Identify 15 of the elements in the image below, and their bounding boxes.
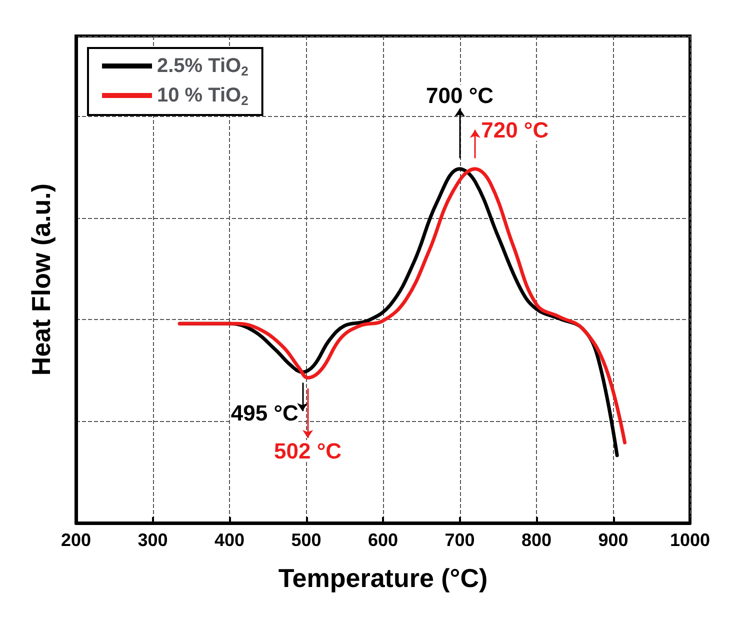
y-axis-title: Heat Flow (a.u.) — [26, 183, 56, 376]
annotation: 720 °C — [481, 117, 549, 142]
x-tick-label: 500 — [291, 530, 322, 550]
x-tick-label: 200 — [60, 530, 92, 550]
x-tick-label: 900 — [598, 530, 628, 550]
x-tick-label: 300 — [138, 530, 168, 550]
x-tick-label: 700 — [444, 530, 475, 550]
x-tick-label: 800 — [521, 530, 552, 550]
x-tick-label: 1000 — [670, 530, 710, 550]
annotation: 700 °C — [426, 83, 494, 108]
x-tick-label: 400 — [214, 530, 245, 550]
x-tick-label: 600 — [368, 530, 398, 550]
annotation: 502 °C — [274, 438, 342, 464]
annotation: 495 °C — [230, 400, 299, 426]
x-axis-title: Temperature (°C) — [278, 563, 488, 593]
